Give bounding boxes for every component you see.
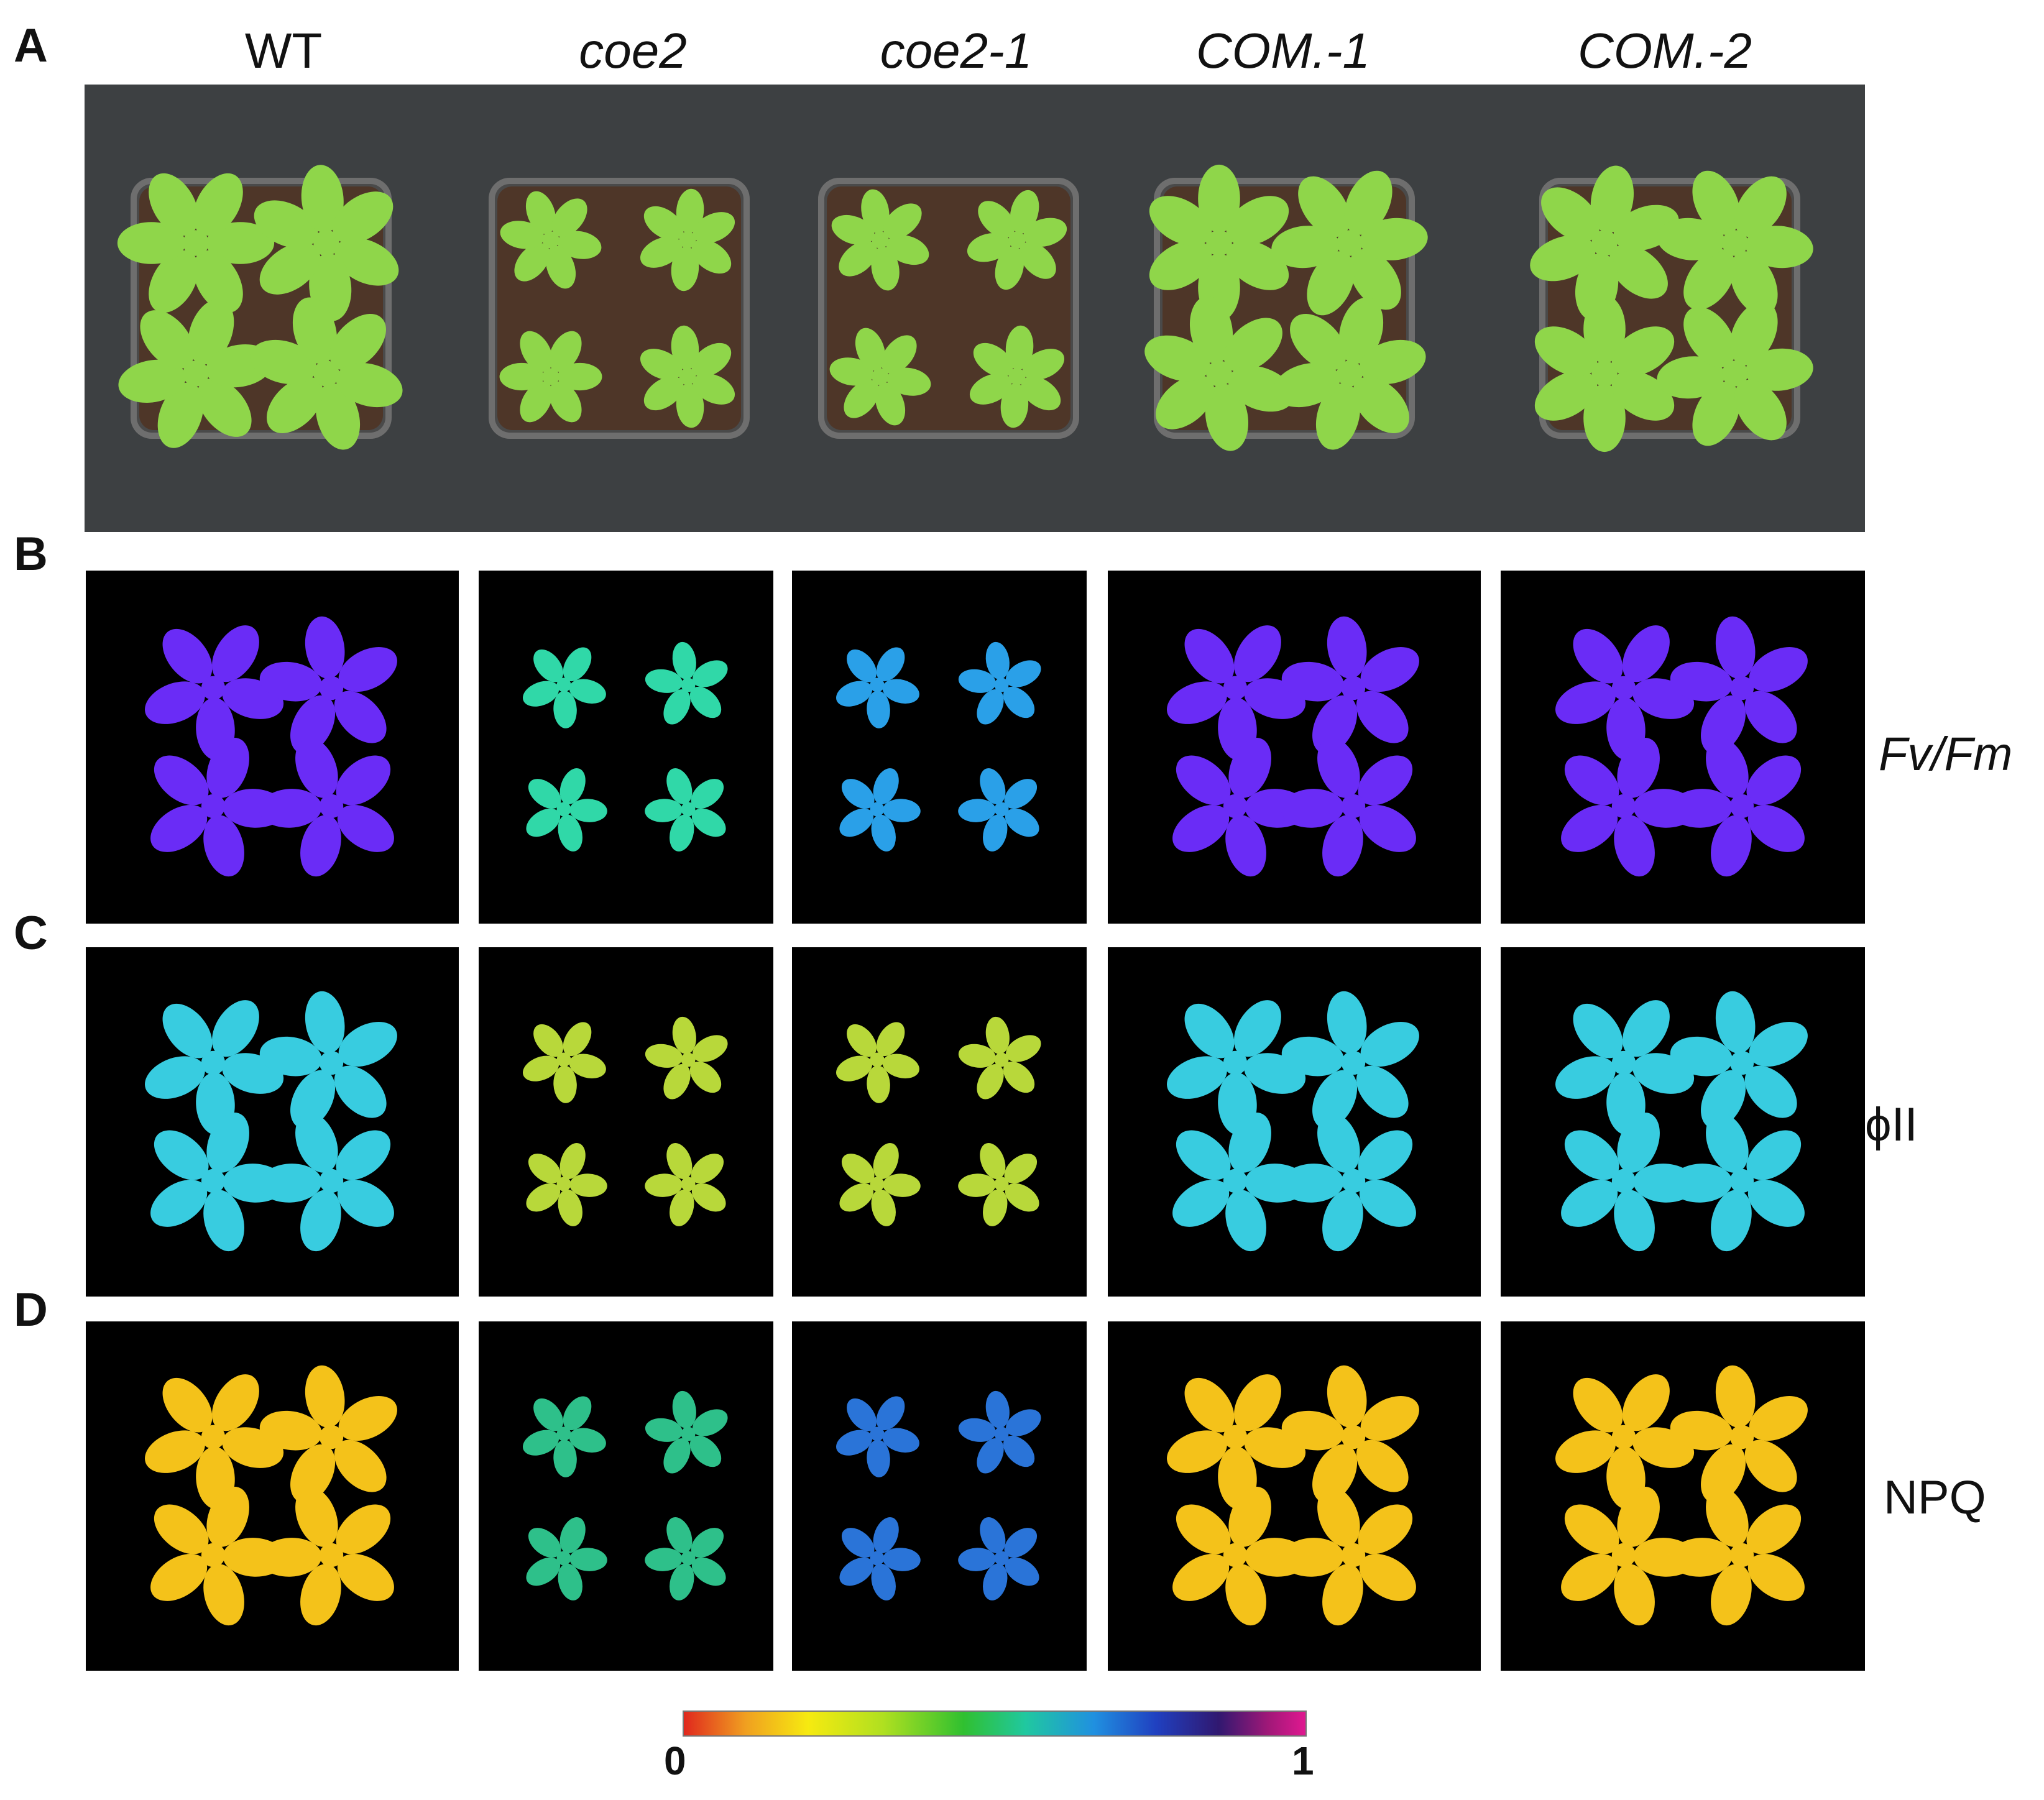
fvfm-image-com-2 <box>1501 571 1865 924</box>
genotype-label-coe2: coe2 <box>579 23 687 78</box>
row-label-phi-ii: ϕII <box>1865 1098 1918 1151</box>
fvfm-image-coe2-1 <box>792 571 1087 924</box>
plant-photo-strip <box>85 85 1865 532</box>
npq-image-com-1 <box>1108 1321 1481 1671</box>
panel-letter-b: B <box>14 528 48 581</box>
row-label-fvfm: Fv/Fm <box>1879 728 2013 781</box>
phi-ii-image-com-1 <box>1108 947 1481 1297</box>
panel-letter-a: A <box>14 19 48 72</box>
fvfm-image-wt <box>86 571 459 924</box>
npq-image-coe2-1 <box>792 1321 1087 1671</box>
genotype-label-com-2: COM.-2 <box>1578 23 1752 78</box>
fvfm-image-com-1 <box>1108 571 1481 924</box>
seedlings-photo <box>117 164 1813 452</box>
phi-ii-image-com-2 <box>1501 947 1865 1297</box>
row-label-npq: NPQ <box>1884 1471 1986 1524</box>
scale-max-label: 1 <box>1292 1738 1314 1783</box>
npq-image-coe2 <box>479 1321 773 1671</box>
panel-letter-d: D <box>14 1283 48 1336</box>
npq-image-com-2 <box>1501 1321 1865 1671</box>
panel-letter-c: C <box>14 907 48 960</box>
phi-ii-image-coe2-1 <box>792 947 1087 1297</box>
genotype-label-wt: WT <box>244 23 323 78</box>
phi-ii-image-coe2 <box>479 947 773 1297</box>
fvfm-image-coe2 <box>479 571 773 924</box>
color-scale-bar <box>683 1710 1307 1737</box>
genotype-label-coe2-1: coe2-1 <box>880 23 1033 78</box>
scale-min-label: 0 <box>664 1738 686 1783</box>
genotype-label-com-1: COM.-1 <box>1196 23 1370 78</box>
npq-image-wt <box>86 1321 459 1671</box>
phi-ii-image-wt <box>86 947 459 1297</box>
